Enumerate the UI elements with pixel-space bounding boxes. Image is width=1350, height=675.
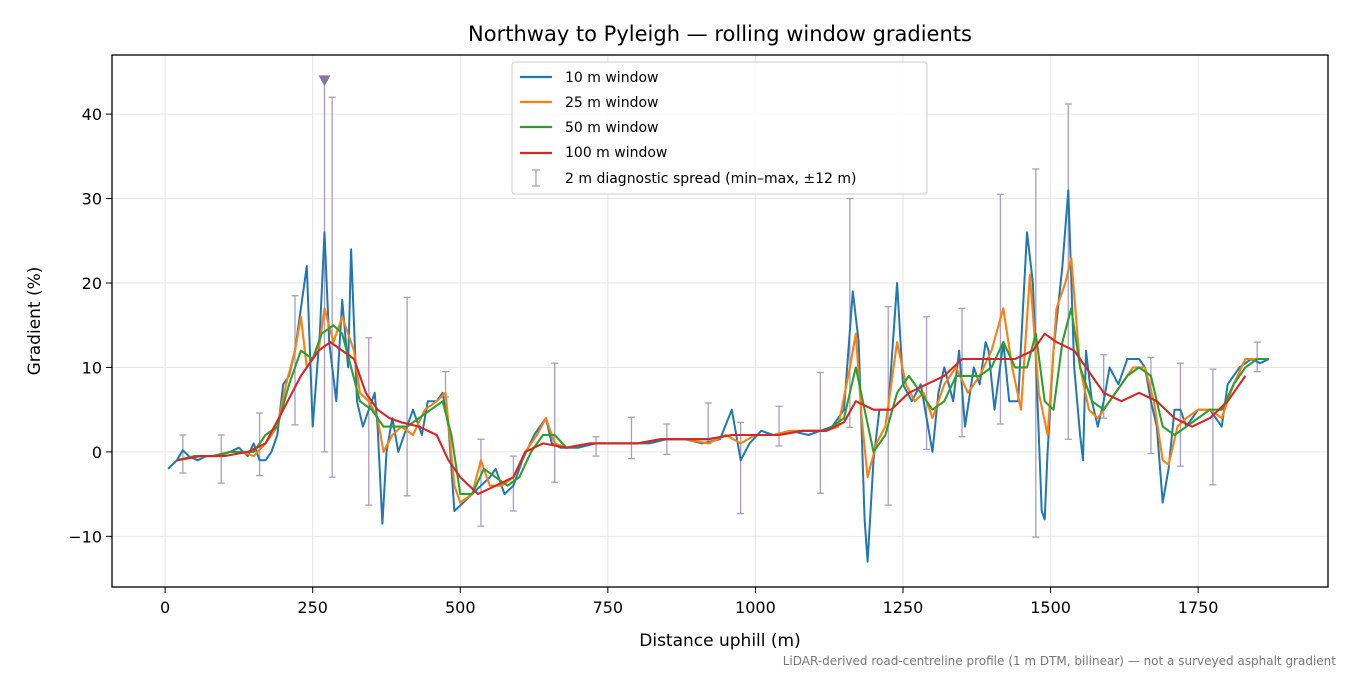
y-tick-label: 10 — [82, 358, 102, 377]
legend: 10 m window 25 m window 50 m window 100 … — [511, 61, 928, 195]
error-bar — [592, 436, 600, 457]
x-tick-label: 500 — [445, 598, 476, 617]
error-bar — [923, 316, 931, 451]
y-tick-label: −10 — [68, 527, 102, 546]
chart-title: Northway to Pyleigh — rolling window gra… — [468, 22, 972, 46]
error-bar — [179, 434, 187, 474]
legend-label-errorbar: 2 m diagnostic spread (min–max, ±12 m) — [565, 171, 856, 187]
x-tick-label: 1000 — [735, 598, 776, 617]
error-bar — [291, 295, 299, 426]
peak-marker — [318, 75, 331, 87]
y-axis-label: Gradient (%) — [25, 267, 45, 376]
plot-area-frame — [111, 54, 1329, 588]
error-bar — [365, 337, 373, 506]
y-tick-label: 20 — [82, 274, 102, 293]
error-bar — [551, 362, 559, 483]
error-bar — [816, 371, 824, 494]
y-tick-label: 40 — [82, 105, 102, 124]
error-bar — [328, 96, 336, 478]
legend-label-100m: 100 m window — [565, 145, 667, 161]
error-bar — [217, 434, 225, 484]
footnote: LiDAR-derived road-centreline profile (1… — [783, 654, 1337, 668]
y-tick-label: 0 — [92, 443, 102, 462]
x-axis-label: Distance uphill (m) — [639, 631, 800, 651]
error-bar — [1176, 362, 1184, 467]
error-bar — [403, 296, 411, 497]
x-tick-label: 750 — [593, 598, 624, 617]
error-bar — [477, 438, 485, 527]
legend-label-25m: 25 m window — [565, 95, 658, 111]
error-bar — [1100, 354, 1108, 419]
series-100m-line — [176, 332, 1247, 496]
legend-label-50m: 50 m window — [565, 120, 658, 136]
series-lines — [167, 189, 1270, 563]
x-tick-label: 1500 — [1030, 598, 1071, 617]
error-bar — [996, 193, 1004, 425]
x-tick-label: 1250 — [883, 598, 924, 617]
legend-swatch-errorbar — [532, 169, 540, 187]
error-bar — [958, 307, 966, 438]
y-tick-label: 30 — [82, 190, 102, 209]
error-bar — [737, 421, 745, 515]
legend-box — [511, 61, 928, 195]
peak-marker-group — [318, 75, 331, 87]
error-bar — [627, 416, 635, 460]
x-tick-label: 0 — [160, 598, 170, 617]
x-tick-label: 250 — [297, 598, 328, 617]
axis-ticks: 0 250 500 750 1000 1250 1500 1750 −10 0 10 20 30 40 — [68, 105, 1218, 617]
error-bar — [1253, 341, 1261, 373]
series-25m-line — [176, 256, 1269, 504]
error-bar — [775, 405, 783, 447]
x-tick-label: 1750 — [1178, 598, 1219, 617]
legend-label-10m: 10 m window — [565, 70, 658, 86]
error-bar — [704, 402, 712, 445]
error-bar — [1209, 368, 1217, 486]
